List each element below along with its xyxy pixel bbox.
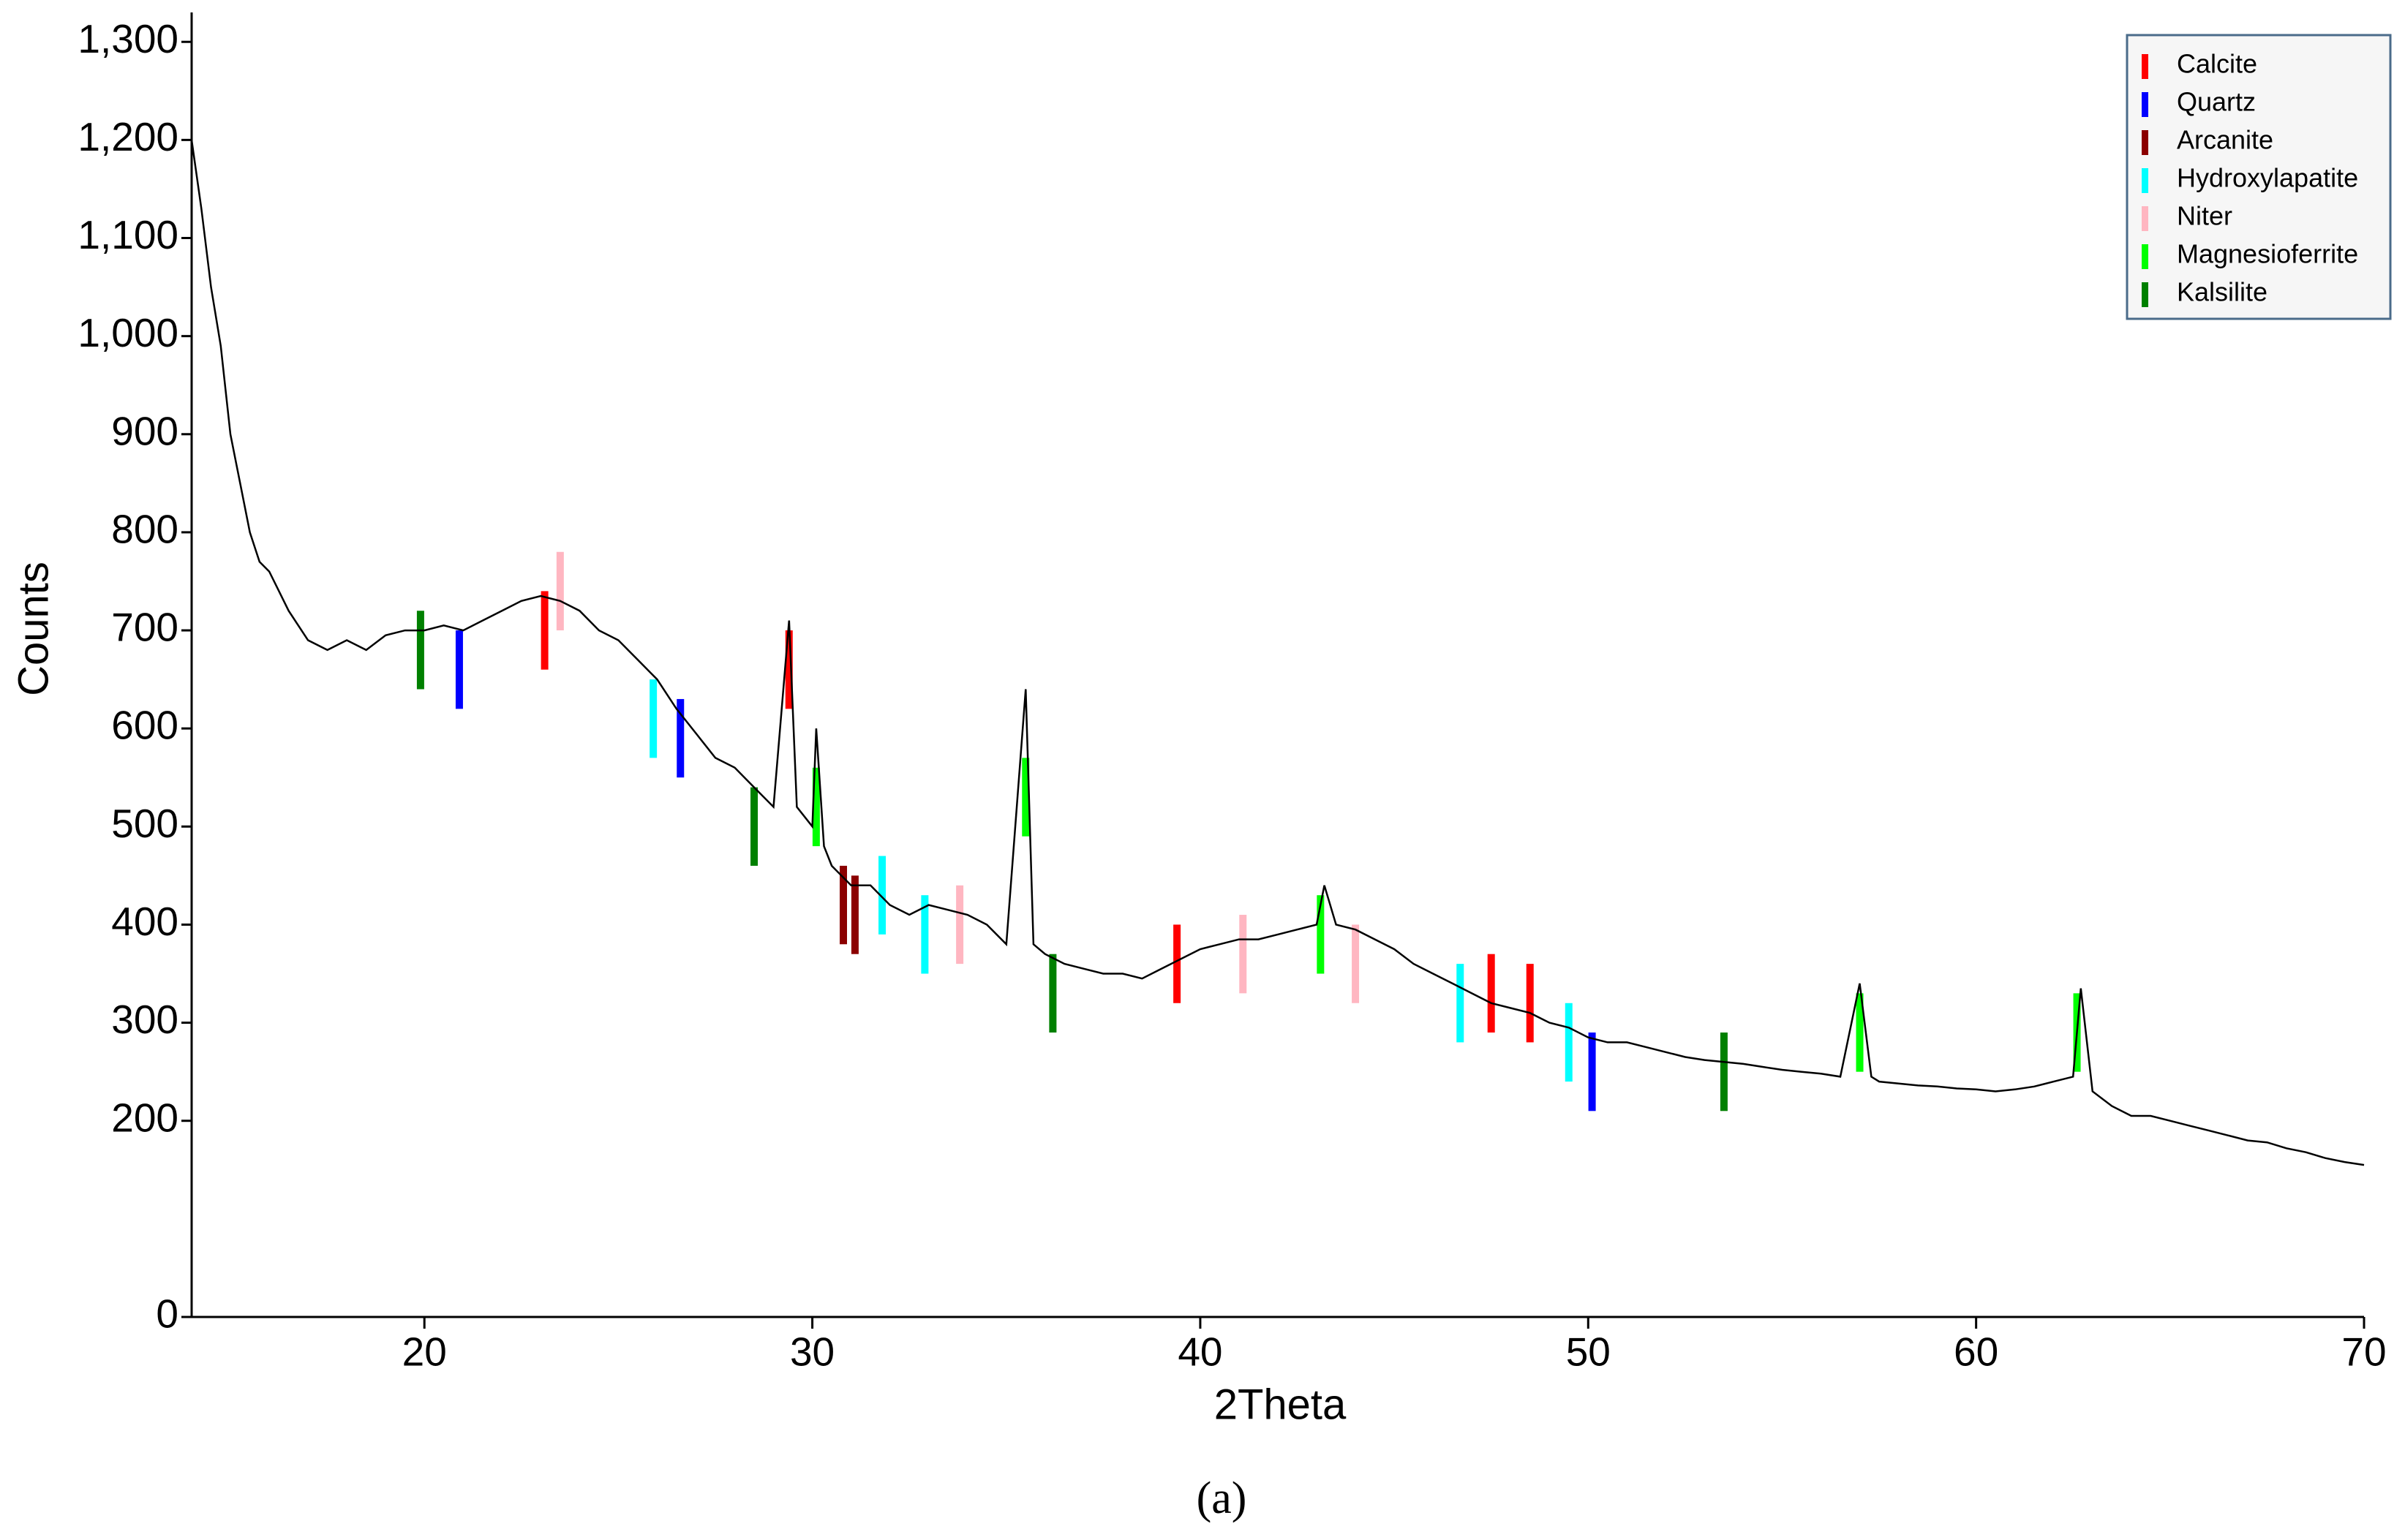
- phase-peak: [851, 875, 859, 954]
- legend-box: [2126, 34, 2392, 320]
- phase-peak: [556, 551, 564, 631]
- phase-peak: [1526, 964, 1534, 1043]
- x-tick-label: 60: [1954, 1329, 1998, 1375]
- legend-label: Kalsilite: [2177, 277, 2267, 307]
- y-tick-label: 200: [111, 1095, 178, 1140]
- y-tick-label: 800: [111, 506, 178, 551]
- phase-peak: [1049, 954, 1057, 1033]
- y-tick-label: 1,000: [78, 310, 178, 355]
- x-tick-label: 20: [402, 1329, 447, 1375]
- x-axis-title: 2Theta: [1214, 1381, 1347, 1428]
- phase-peak: [416, 611, 424, 690]
- legend-label: Quartz: [2177, 87, 2256, 117]
- phase-peak: [840, 865, 847, 945]
- y-tick-label: 1,300: [78, 16, 178, 61]
- phase-peak: [1239, 915, 1247, 994]
- x-tick-label: 70: [2341, 1329, 2386, 1375]
- xrd-curve: [190, 140, 2365, 1166]
- phase-peak: [1022, 758, 1030, 837]
- legend-label: Arcanite: [2177, 125, 2273, 155]
- legend-swatch: [2142, 206, 2148, 231]
- legend-swatch: [2142, 282, 2148, 307]
- y-axis-title: Counts: [10, 562, 57, 696]
- caption: (a): [1197, 1473, 1247, 1523]
- x-tick-label: 50: [1566, 1329, 1611, 1375]
- y-tick-label: 400: [111, 899, 178, 944]
- phase-peak: [1173, 924, 1181, 1003]
- legend-label: Magnesioferrite: [2177, 239, 2358, 269]
- legend-swatch: [2142, 168, 2148, 193]
- legend-swatch: [2142, 130, 2148, 155]
- y-tick-label: 600: [111, 703, 178, 748]
- phase-peak: [1456, 964, 1464, 1043]
- legend-swatch: [2142, 54, 2148, 79]
- phase-peak: [750, 787, 759, 866]
- phase-peak: [1317, 895, 1325, 974]
- y-tick-label: 500: [111, 801, 178, 846]
- y-tick-label: 300: [111, 997, 178, 1042]
- y-tick-label: 700: [111, 605, 178, 650]
- phase-peak: [1487, 954, 1495, 1033]
- y-tick-label: 1,200: [78, 114, 178, 159]
- legend-label: Niter: [2177, 201, 2232, 231]
- phase-peak: [785, 630, 793, 709]
- legend-label: Hydroxylapatite: [2177, 163, 2358, 193]
- legend-label: Calcite: [2177, 49, 2257, 79]
- phase-peak: [878, 856, 887, 935]
- x-tick-label: 40: [1178, 1329, 1222, 1375]
- phase-peak: [1565, 1003, 1573, 1082]
- phase-peak: [541, 591, 549, 670]
- phase-peak: [956, 885, 964, 965]
- y-tick-label: 900: [111, 408, 178, 453]
- phase-peak: [455, 630, 463, 709]
- phase-peak: [1720, 1033, 1728, 1111]
- phase-peak: [1352, 924, 1360, 1003]
- y-tick-label: 1,100: [78, 212, 178, 257]
- legend-swatch: [2142, 244, 2148, 269]
- legend-swatch: [2142, 92, 2148, 117]
- x-tick-label: 30: [790, 1329, 835, 1375]
- phase-peak: [921, 895, 929, 974]
- phase-peak: [1588, 1033, 1596, 1111]
- phase-peak: [650, 679, 658, 758]
- phase-peak: [1856, 993, 1864, 1072]
- phase-peak: [677, 698, 685, 778]
- phase-peak: [812, 767, 820, 847]
- y-tick-label: 0: [156, 1291, 178, 1337]
